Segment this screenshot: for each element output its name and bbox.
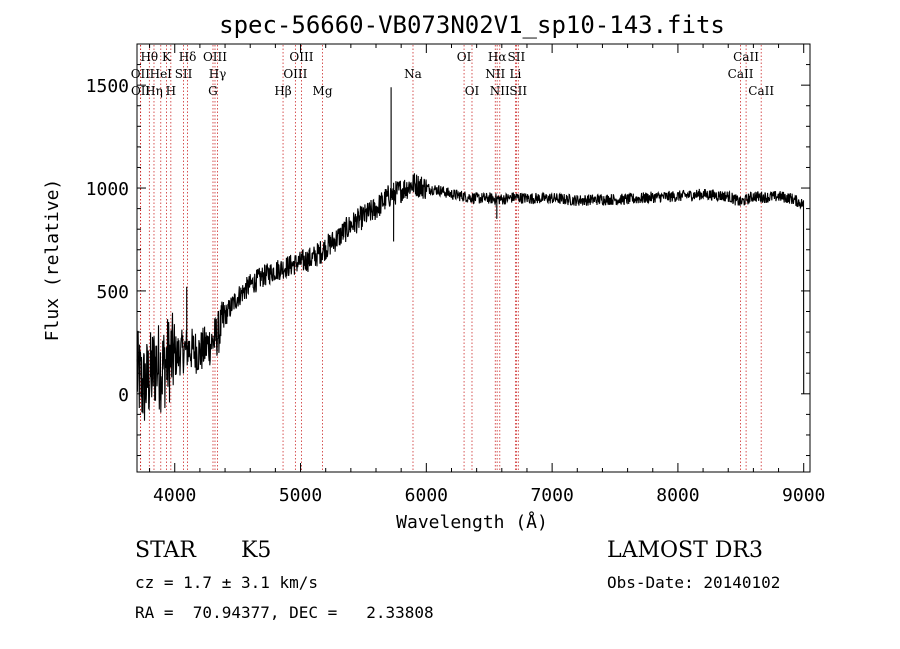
line-label: Hα xyxy=(488,50,507,64)
x-tick-label: 7000 xyxy=(530,485,573,506)
line-label: CaII xyxy=(728,67,754,81)
star-class: STAR xyxy=(135,538,196,563)
y-tick-label: 0 xyxy=(118,385,129,406)
y-tick-label: 1500 xyxy=(86,76,129,97)
line-label: Hη xyxy=(145,84,163,98)
line-label: SII xyxy=(508,50,526,64)
chart-title: spec-56660-VB073N02V1_sp10-143.fits xyxy=(219,11,725,39)
line-label: SII xyxy=(509,84,527,98)
ra-dec: RA = 70.94377, DEC = 2.33808 xyxy=(135,603,434,622)
x-axis-label: Wavelength (Å) xyxy=(396,511,548,533)
star-subclass: K5 xyxy=(241,538,272,563)
line-label: Hθ xyxy=(140,50,158,64)
emission-line-labels: Hθ OII OII K Hη HeI H SII Hδ OIII Hγ G Hβ OIII OIII Mg N… xyxy=(131,50,775,98)
y-tick-label: 1000 xyxy=(86,179,129,200)
x-tick-label: 9000 xyxy=(782,485,825,506)
line-label: OIII xyxy=(203,50,227,64)
plot-frame xyxy=(136,43,811,473)
y-axis-ticks: 0 500 1000 1500 xyxy=(86,64,810,457)
x-tick-label: 5000 xyxy=(279,485,322,506)
line-label: Hδ xyxy=(179,50,197,64)
line-label: G xyxy=(208,84,218,98)
line-label: NII xyxy=(490,84,510,98)
obs-date: Obs-Date: 20140102 xyxy=(607,573,781,592)
line-label: Mg xyxy=(313,84,333,98)
line-label: OI xyxy=(457,50,472,64)
emission-line-markers xyxy=(139,45,762,471)
line-label: H xyxy=(166,84,176,98)
line-label: OI xyxy=(465,84,480,98)
line-label: Hγ xyxy=(209,67,227,81)
redshift-cz: cz = 1.7 ± 3.1 km/s xyxy=(135,573,319,592)
line-label: NII xyxy=(485,67,505,81)
y-axis-label: Flux (relative) xyxy=(42,179,63,342)
survey-name: LAMOST DR3 xyxy=(607,538,763,563)
x-tick-label: 4000 xyxy=(153,485,196,506)
line-label: Na xyxy=(404,67,422,81)
line-label: HeI xyxy=(150,67,173,81)
line-label: OII xyxy=(131,84,151,98)
line-label: K xyxy=(162,50,172,64)
line-label: Hβ xyxy=(274,84,291,98)
line-label: Li xyxy=(509,67,521,81)
x-axis-ticks: 4000 5000 6000 7000 8000 9000 xyxy=(149,44,825,506)
line-label: CaII xyxy=(733,50,759,64)
spectrum-line xyxy=(136,87,805,421)
x-tick-label: 8000 xyxy=(656,485,699,506)
line-label: CaII xyxy=(748,84,774,98)
y-tick-label: 500 xyxy=(96,282,129,303)
x-tick-label: 6000 xyxy=(405,485,448,506)
line-label: OII xyxy=(131,67,151,81)
line-label: OIII xyxy=(283,67,307,81)
line-label: SII xyxy=(175,67,193,81)
line-label: OIII xyxy=(289,50,313,64)
